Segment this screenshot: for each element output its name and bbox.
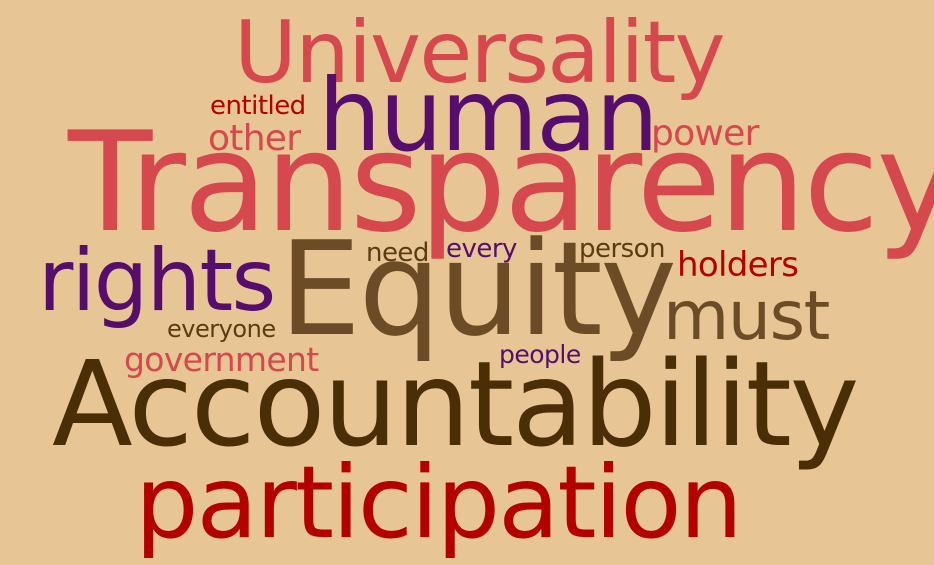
word-person: person [579, 234, 666, 264]
word-human: human [318, 57, 659, 174]
word-participation: participation [135, 444, 743, 561]
word-government: government [124, 340, 319, 379]
word-equity: Equity [279, 213, 677, 365]
word-entitled: entitled [210, 91, 306, 121]
word-accountability: Accountability [52, 335, 859, 473]
word-other: other [208, 118, 301, 159]
word-holders: holders [677, 245, 799, 285]
word-every: every [446, 234, 517, 264]
word-universality: Universality [234, 3, 726, 103]
word-rights: rights [38, 231, 276, 331]
word-everyone: everyone [167, 315, 276, 343]
word-people: people [499, 340, 581, 369]
word-power: power [651, 113, 759, 154]
word-need: need [366, 238, 429, 268]
word-transparency: Transparency [68, 102, 934, 263]
word-must: must [663, 277, 830, 356]
